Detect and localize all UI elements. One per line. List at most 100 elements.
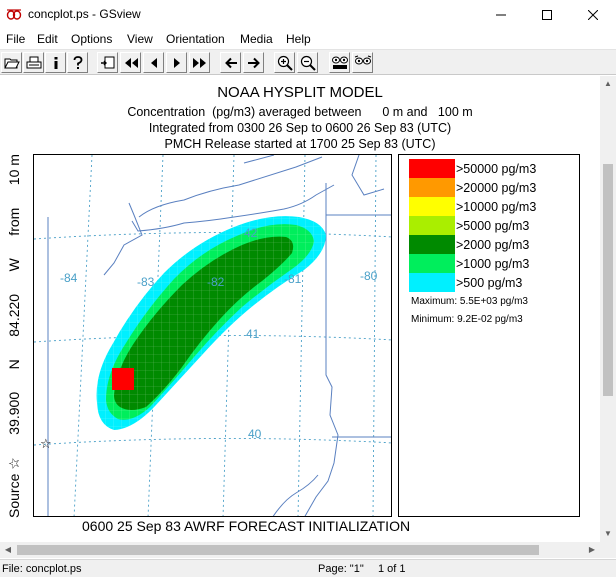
plot-footer: 0600 25 Sep 83 AWRF FORECAST INITIALIZAT… [82,518,411,534]
lon-label: -81 [284,272,302,286]
help-button[interactable] [67,52,88,73]
plot-title: NOAA HYSPLIT MODEL [217,84,383,101]
meridian-line [297,155,306,516]
app-icon[interactable] [6,6,22,22]
menu-media[interactable]: Media [240,32,273,46]
scroll-right-icon[interactable]: ▶ [588,545,596,554]
last-page-icon [192,57,206,68]
legend-label: >2000 pg/m3 [456,237,530,252]
full-screen-icon [354,55,371,64]
zoom-out-button[interactable] [297,52,318,73]
zoom-in-icon [277,55,293,71]
source-marker: ☆ [40,437,52,452]
info-button[interactable] [45,52,66,73]
next-page-button[interactable] [166,52,187,73]
back-button[interactable] [220,52,241,73]
meridian-line [73,155,93,516]
first-page-button[interactable] [120,52,141,73]
legend-label: >50000 pg/m3 [456,161,537,176]
lat-label: 41 [246,327,260,341]
legend-swatch [409,273,455,292]
menu-options[interactable]: Options [71,32,113,46]
legend-label: >5000 pg/m3 [456,218,530,233]
legend-label: >20000 pg/m3 [456,180,537,195]
parallel-line [34,438,391,446]
source-label-part: N [6,359,22,370]
map-boundaries [47,155,391,516]
ohio-pa-border [304,183,339,516]
menu-file[interactable]: File [6,32,26,46]
legend: >50000 pg/m3 >20000 pg/m3 >10000 pg/m3 >… [398,154,580,517]
menu-orientation[interactable]: Orientation [166,32,225,46]
last-page-button[interactable] [189,52,210,73]
legend-swatch [409,216,455,235]
plot-subtitle-release: PMCH Release started at 1700 25 Sep 83 (… [164,137,436,151]
lat-label: 40 [248,427,262,441]
horizontal-scroll-thumb[interactable] [17,545,539,555]
scroll-up-icon[interactable]: ▲ [604,79,612,88]
lake-erie-shoreline [131,184,335,232]
legend-swatch [409,178,455,197]
first-page-icon [124,57,138,68]
info-icon [54,56,57,69]
maximize-icon [542,9,552,20]
help-icon [73,55,82,69]
status-page: Page: "1" [318,563,364,575]
menu-help[interactable]: Help [286,32,311,46]
next-page-icon [173,57,180,68]
vertical-scrollbar[interactable]: ▲ ▼ [600,76,616,542]
legend-label: >1000 pg/m3 [456,256,530,271]
zoom-out-icon [300,55,316,71]
text-view-button[interactable] [329,52,350,73]
print-button[interactable] [23,52,44,73]
wv-border [272,474,319,516]
back-icon [224,57,237,68]
status-file: File: concplot.ps [2,563,82,575]
source-label-part: W [6,258,22,272]
prev-page-icon [150,57,157,68]
map-svg: -84 -83 -82 -81 -80 42 41 40 ☆ [34,155,391,516]
concentration-map: -84 -83 -82 -81 -80 42 41 40 ☆ [33,154,392,517]
source-label-part: Source ☆ [6,457,22,518]
status-page-count: 1 of 1 [378,563,406,575]
lon-label: -80 [360,269,378,283]
meridian-line [372,155,377,516]
zoom-in-button[interactable] [274,52,295,73]
open-icon [3,58,20,68]
goto-page-icon [100,56,114,68]
document-view[interactable]: NOAA HYSPLIT MODEL Concentration (pg/m3)… [0,76,600,542]
vertical-scroll-thumb[interactable] [603,164,613,396]
legend-swatch [409,197,455,216]
horizontal-scrollbar[interactable]: ◀ ▶ [0,542,600,558]
legend-entry-2000: >2000 pg/m3 [409,235,529,254]
scroll-down-icon[interactable]: ▼ [604,529,612,538]
maximize-button[interactable] [524,0,570,29]
peak-cell [112,368,134,390]
goto-page-button[interactable] [97,52,118,73]
legend-entry-10000: >10000 pg/m3 [409,197,536,216]
legend-entry-500: >500 pg/m3 [409,273,522,292]
plot-subtitle-concentration: Concentration (pg/m3) averaged between 0… [127,105,473,119]
ontario-shoreline [243,155,385,196]
forward-icon [247,57,260,68]
text-view-icon [331,56,348,69]
minimize-button[interactable] [478,0,524,29]
michigan-shoreline [103,202,143,276]
lake-erie-shoreline [138,156,323,218]
menu-edit[interactable]: Edit [37,32,58,46]
scrollbar-corner [600,542,616,558]
full-screen-button[interactable] [352,52,373,73]
legend-maximum: Maximum: 5.5E+03 pg/m3 [411,296,528,307]
prev-page-button[interactable] [143,52,164,73]
close-button[interactable] [570,0,616,29]
legend-swatch [409,159,455,178]
legend-entry-5000: >5000 pg/m3 [409,216,529,235]
menu-view[interactable]: View [127,32,153,46]
lat-label: 42 [244,226,258,240]
scroll-left-icon[interactable]: ◀ [4,545,12,554]
plot-subtitle-integration: Integrated from 0300 26 Sep to 0600 26 S… [148,121,452,135]
legend-swatch [409,254,455,273]
legend-label: >500 pg/m3 [456,275,523,290]
forward-button[interactable] [243,52,264,73]
open-button[interactable] [1,52,22,73]
